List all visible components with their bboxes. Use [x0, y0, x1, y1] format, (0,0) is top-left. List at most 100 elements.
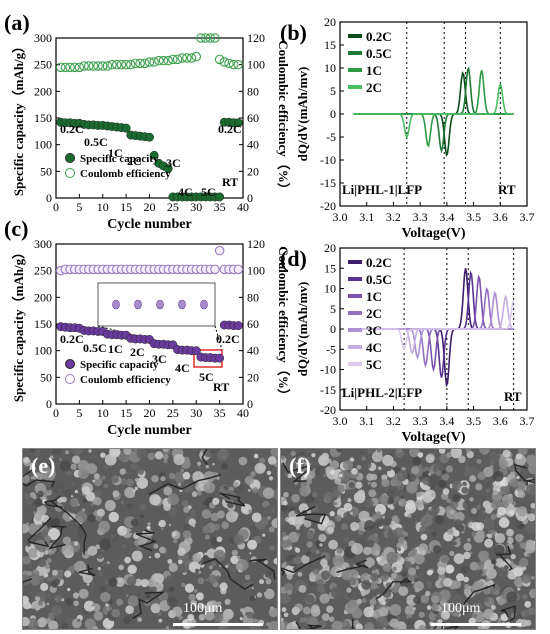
sem-grain — [23, 474, 30, 484]
sem-grain — [163, 503, 171, 511]
sem-grain — [299, 617, 306, 623]
sem-grain — [172, 606, 183, 617]
sem-grain — [371, 481, 377, 488]
x-tick-label: 3.3 — [413, 414, 428, 428]
sem-grain — [473, 613, 478, 618]
sem-grain — [114, 504, 126, 516]
sem-grain — [283, 492, 289, 498]
sem-grain — [148, 556, 151, 559]
sem-grain — [140, 514, 144, 518]
sem-grain — [173, 538, 178, 544]
sem-grain — [84, 618, 96, 629]
sem-grain — [267, 516, 272, 520]
sem-grain — [305, 594, 315, 604]
sem-grain — [524, 619, 532, 627]
sem-grain — [515, 453, 523, 460]
sem-grain — [268, 607, 277, 618]
sem-grain — [521, 609, 530, 618]
sem-grain — [494, 590, 500, 596]
sem-grain — [108, 577, 118, 587]
sem-grain — [462, 481, 467, 487]
sem-grain — [65, 597, 74, 606]
sem-grain — [281, 621, 286, 629]
sem-grain — [506, 591, 518, 603]
cell-annotation: RT — [504, 389, 522, 404]
sem-grain — [323, 491, 334, 502]
sem-grain — [51, 605, 62, 616]
sem-grain — [100, 452, 106, 458]
legend-label: 0.2C — [366, 29, 392, 44]
sem-grain — [341, 523, 348, 530]
x-tick-label: 40 — [237, 200, 249, 214]
sem-grain — [380, 573, 389, 582]
sem-grain — [466, 450, 474, 459]
sem-grain — [169, 472, 176, 480]
sem-grain — [329, 460, 340, 470]
y-tick-label: -20 — [320, 199, 336, 213]
sem-grain — [463, 551, 471, 560]
sem-grain — [421, 549, 427, 556]
sem-grain — [177, 547, 186, 556]
sem-grain — [187, 603, 194, 610]
sem-crack — [513, 463, 535, 482]
sem-grain — [75, 470, 79, 474]
sem-grain — [75, 511, 87, 523]
sem-grain — [310, 530, 314, 534]
sem-grain — [305, 478, 312, 486]
sem-grain — [91, 603, 95, 607]
legend-label: 5C — [366, 357, 382, 372]
y2-tick-label: 0 — [247, 191, 253, 205]
sem-grain — [508, 510, 515, 516]
sem-grain — [355, 481, 363, 489]
y-tick-label: -5 — [326, 130, 336, 144]
sem-crack — [78, 564, 96, 577]
sem-grain — [73, 541, 79, 546]
y-tick-label: -10 — [320, 363, 336, 377]
sem-grain — [74, 560, 87, 573]
sem-grain — [461, 486, 469, 494]
sem-grain — [316, 584, 325, 593]
sem-grain — [454, 519, 463, 528]
rate-annotation: 5C — [201, 185, 216, 199]
sem-grain — [506, 536, 514, 544]
x-tick-label: 3.4 — [439, 210, 454, 224]
sem-image-f: (f) 100μm — [280, 448, 536, 630]
sem-grain — [298, 585, 307, 593]
sem-grain — [509, 471, 516, 478]
sem-grain — [426, 605, 432, 610]
sem-grain — [386, 496, 395, 505]
y-tick-label: 200 — [34, 84, 52, 98]
sem-grain — [530, 575, 535, 580]
sem-grain — [205, 578, 209, 582]
sem-grain — [517, 587, 521, 591]
sem-grain — [509, 545, 514, 550]
sem-grain — [290, 450, 296, 456]
sem-grain — [483, 466, 494, 478]
panel-label-a: (a) — [4, 10, 30, 35]
sem-grain — [429, 570, 434, 574]
sem-grain — [481, 458, 486, 463]
sem-grain — [459, 606, 469, 615]
sem-grain — [177, 482, 182, 487]
sem-grain — [181, 582, 186, 588]
legend-label: 0.5C — [366, 46, 392, 61]
sem-grain — [156, 582, 159, 585]
y-axis-label: dQ/dV(mAh/mv) — [295, 282, 310, 377]
efficiency-point — [168, 54, 178, 65]
sem-grain — [244, 574, 251, 581]
sem-grain — [356, 465, 362, 470]
sem-grain — [29, 449, 36, 454]
sem-grain — [48, 528, 61, 540]
sem-grain — [382, 600, 387, 605]
x-tick-label: 3.0 — [333, 414, 348, 428]
sem-crack — [219, 492, 246, 507]
sem-grain — [212, 607, 217, 612]
y-tick-label: 15 — [324, 38, 336, 52]
y-axis-label: Specific capacity（mAh/g） — [11, 40, 26, 196]
legend-marker — [65, 359, 75, 369]
sem-grain — [92, 479, 95, 483]
sem-grain — [491, 559, 497, 565]
sem-grain — [293, 556, 302, 565]
sem-crack — [135, 529, 158, 552]
efficiency-point — [69, 62, 80, 73]
